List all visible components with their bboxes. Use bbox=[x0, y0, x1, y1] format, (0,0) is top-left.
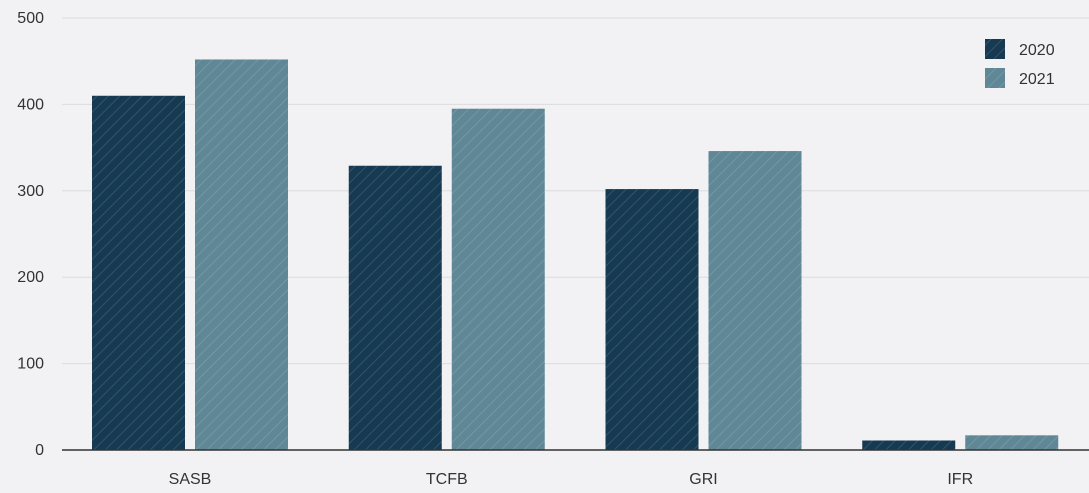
bar-tcfb-2020 bbox=[348, 165, 442, 450]
legend: 2020 2021 bbox=[985, 39, 1055, 88]
x-tick-label: TCFB bbox=[426, 471, 468, 488]
y-tick-label: 0 bbox=[35, 442, 44, 459]
y-tick-label: 200 bbox=[17, 269, 44, 286]
y-tick-label: 300 bbox=[17, 183, 44, 200]
x-tick-label: GRI bbox=[689, 471, 717, 488]
x-tick-label: IFR bbox=[947, 471, 973, 488]
y-tick-label: 100 bbox=[17, 356, 44, 373]
y-tick-label: 400 bbox=[17, 96, 44, 113]
legend-label: 2021 bbox=[1019, 71, 1055, 88]
bar-gri-2021 bbox=[708, 151, 802, 450]
legend-swatch bbox=[985, 68, 1005, 88]
bar-gri-2020 bbox=[605, 189, 699, 450]
bar-ifr-2021 bbox=[965, 435, 1059, 450]
bar-sasb-2020 bbox=[92, 95, 185, 450]
x-axis-tick-labels: SASB TCFB GRI IFR bbox=[169, 471, 973, 488]
y-axis-tick-labels: 0 100 200 300 400 500 bbox=[17, 10, 44, 459]
legend-item: 2021 bbox=[985, 68, 1055, 88]
legend-item: 2020 bbox=[985, 39, 1055, 59]
bar-ifr-2020 bbox=[862, 440, 956, 450]
bars bbox=[92, 59, 1059, 451]
x-tick-label: SASB bbox=[169, 471, 212, 488]
bar-sasb-2021 bbox=[195, 59, 288, 451]
legend-swatch bbox=[985, 39, 1005, 59]
y-tick-label: 500 bbox=[17, 10, 44, 27]
bar-tcfb-2021 bbox=[451, 108, 545, 450]
legend-label: 2020 bbox=[1019, 42, 1055, 59]
